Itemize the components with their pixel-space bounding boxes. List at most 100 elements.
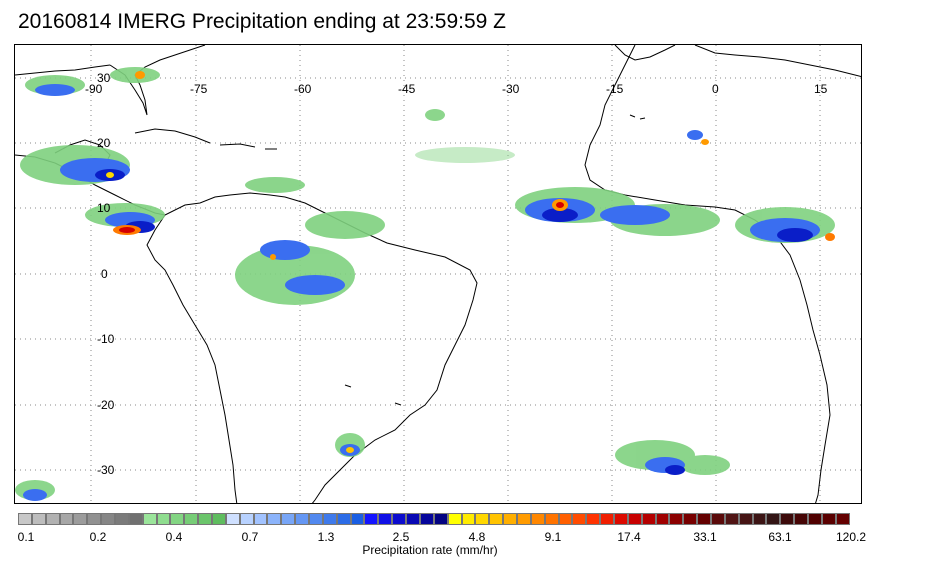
colorbar-swatch (655, 513, 670, 525)
coast-south-america-west (146, 214, 238, 503)
lat-label: -30 (97, 463, 115, 477)
colorbar-swatch (101, 513, 116, 525)
colorbar-swatch (821, 513, 836, 525)
colorbar-tick: 63.1 (768, 530, 792, 544)
colorbar-label: Precipitation rate (mm/hr) (362, 543, 498, 557)
lat-label: -10 (97, 332, 115, 346)
colorbar-swatch (309, 513, 323, 525)
lon-label: -60 (294, 82, 312, 96)
colorbar-swatch (683, 513, 698, 525)
lon-label: -90 (85, 82, 103, 96)
colorbar-tick: 0.2 (89, 530, 107, 544)
map-canvas (15, 45, 861, 503)
colorbar-swatch (406, 513, 420, 525)
lat-label: 0 (101, 267, 108, 281)
coast-florida (109, 45, 206, 116)
precipitation-map: -90 -75 -60 -45 -30 -15 0 15 30 20 10 0 … (14, 44, 862, 504)
colorbar-swatch (627, 513, 642, 525)
colorbar-tick: 2.5 (392, 530, 410, 544)
colorbar-swatch (253, 513, 268, 525)
colorbar-swatch (613, 513, 628, 525)
colorbar-swatch (295, 513, 310, 525)
colorbar-swatch (322, 513, 337, 525)
colorbar-swatch (544, 513, 559, 525)
colorbar-swatch (87, 513, 102, 525)
lat-label: 20 (97, 136, 111, 150)
colorbar-swatch (641, 513, 656, 525)
lat-label: 30 (97, 71, 111, 85)
colorbar-swatch (558, 513, 573, 525)
coast-iberia (614, 45, 676, 61)
coast-hispaniola (219, 143, 256, 148)
colorbar-swatch (530, 513, 545, 525)
lon-label: -15 (606, 82, 624, 96)
colorbar-swatch (835, 513, 850, 525)
colorbar-swatch (572, 513, 587, 525)
colorbar-swatch (516, 513, 531, 525)
lon-label: -75 (190, 82, 208, 96)
colorbar (18, 513, 850, 525)
colorbar-swatch (142, 513, 157, 525)
lon-label: 0 (712, 82, 719, 96)
colorbar-swatch (461, 513, 476, 525)
colorbar-swatch (31, 513, 46, 525)
colorbar-swatch (336, 513, 351, 525)
colorbar-swatch (752, 513, 767, 525)
coast-africa (584, 45, 831, 503)
lon-label: 15 (814, 82, 828, 96)
colorbar-swatch (392, 513, 407, 525)
colorbar-tick: 0.4 (165, 530, 183, 544)
colorbar-swatch (198, 513, 213, 525)
colorbar-tick: 33.1 (693, 530, 717, 544)
colorbar-swatch (669, 513, 684, 525)
colorbar-swatch (364, 513, 379, 525)
colorbar-swatch (447, 513, 462, 525)
coast-islands-south (344, 384, 402, 406)
lat-label: 10 (97, 201, 111, 215)
coast-canaries (629, 114, 646, 120)
colorbar-swatch (59, 513, 74, 525)
colorbar-tick: 0.1 (17, 530, 35, 544)
lat-label: -20 (97, 398, 115, 412)
colorbar-swatch (794, 513, 808, 525)
colorbar-swatch (586, 513, 601, 525)
colorbar-tick: 120.2 (835, 530, 867, 544)
colorbar-swatch (267, 513, 282, 525)
map-title: 20160814 IMERG Precipitation ending at 2… (18, 10, 506, 33)
colorbar-swatch (738, 513, 753, 525)
coast-med (694, 45, 861, 78)
colorbar-swatch (697, 513, 711, 525)
colorbar-swatch (239, 513, 254, 525)
colorbar-swatch (724, 513, 739, 525)
colorbar-swatch (710, 513, 725, 525)
colorbar-swatch (807, 513, 822, 525)
colorbar-swatch (780, 513, 795, 525)
colorbar-swatch (115, 513, 129, 525)
colorbar-swatch (766, 513, 781, 525)
coast-cuba (134, 128, 211, 144)
colorbar-swatch (73, 513, 88, 525)
colorbar-swatch (184, 513, 199, 525)
colorbar-swatch (475, 513, 490, 525)
colorbar-swatch (170, 513, 185, 525)
colorbar-swatch (378, 513, 393, 525)
colorbar-swatch (600, 513, 614, 525)
colorbar-swatch (156, 513, 171, 525)
precipitation-cells (15, 67, 835, 501)
colorbar-swatch (225, 513, 240, 525)
colorbar-swatch (419, 513, 434, 525)
colorbar-tick: 0.7 (241, 530, 259, 544)
colorbar-swatch (281, 513, 296, 525)
coast-gulf (15, 64, 111, 76)
coast-south-america (164, 192, 478, 503)
colorbar-tick: 9.1 (544, 530, 562, 544)
colorbar-swatch (350, 513, 365, 525)
colorbar-swatch (433, 513, 448, 525)
colorbar-swatch (128, 513, 143, 525)
colorbar-swatch (489, 513, 504, 525)
colorbar-swatch (503, 513, 517, 525)
colorbar-swatch (212, 513, 226, 525)
colorbar-swatch (45, 513, 60, 525)
colorbar-tick: 1.3 (317, 530, 335, 544)
lon-label: -45 (398, 82, 416, 96)
